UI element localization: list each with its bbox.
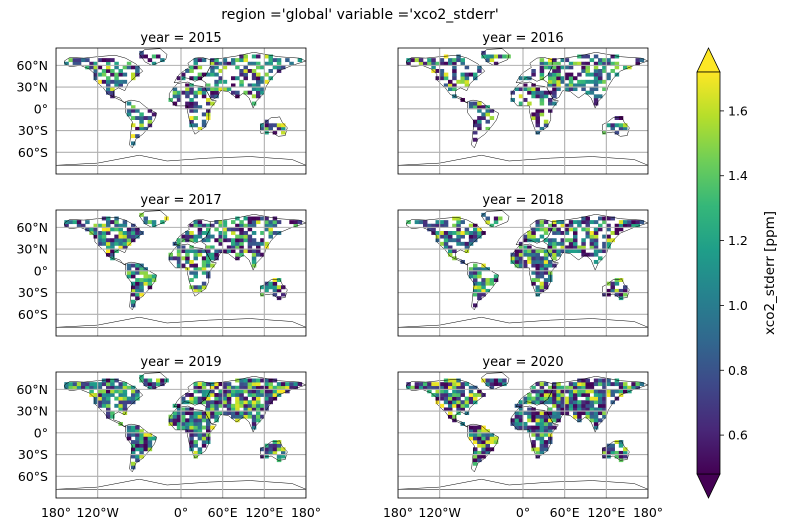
lon-tick-label: 120°W <box>418 505 460 520</box>
gridlines <box>398 372 648 498</box>
panel-frame <box>397 47 649 175</box>
colorbar-tick-label: 0.8 <box>728 363 748 378</box>
lon-tick-label: 120°E <box>245 505 283 520</box>
data-cells <box>406 212 645 308</box>
lat-tick-label: 30°N <box>16 242 48 257</box>
panel-frame <box>55 371 307 499</box>
coastlines <box>398 210 648 328</box>
panel-title: year = 2019 <box>140 355 221 370</box>
coastlines <box>398 48 648 166</box>
lon-tick-label: 60°E <box>208 505 238 520</box>
coastlines <box>56 372 306 490</box>
data-cells <box>64 212 303 308</box>
colorbar-label: xco2_stderr [ppm] <box>762 211 778 335</box>
map-panel: year = 2020 180° 120°W 0° 60°E 120°E 180° <box>383 355 663 520</box>
panel-title: year = 2017 <box>140 193 221 208</box>
data-cells <box>64 374 303 470</box>
lat-tick-label: 60°N <box>16 58 48 73</box>
lat-tick-label: 30°S <box>18 123 48 138</box>
panel-title: year = 2018 <box>482 193 563 208</box>
colorbar-extend-min <box>696 473 721 499</box>
gridlines <box>398 210 648 336</box>
map-panels: year = 2015 60°N 30°N 0° 30°S 60°S year = 2016… <box>16 31 663 520</box>
map-panel: year = 2019 60°N 30°N 0° 30°S 60°S 180° 120°W 0°… <box>16 355 321 520</box>
gridlines <box>56 210 306 336</box>
lon-tick-label: 180° <box>291 505 321 520</box>
lat-tick-label: 60°S <box>18 307 48 322</box>
lat-tick-label: 60°N <box>16 382 48 397</box>
panel-frame <box>55 47 307 175</box>
gridlines <box>56 372 306 498</box>
lat-tick-label: 30°N <box>16 80 48 95</box>
map-panel: year = 2016 <box>397 31 649 175</box>
coastlines <box>398 372 648 490</box>
panel-title: year = 2020 <box>482 355 563 370</box>
colorbar-tick-label: 1.2 <box>728 233 748 248</box>
lat-tick-label: 60°N <box>16 220 48 235</box>
data-cells <box>406 50 645 142</box>
colorbar: 0.6 0.8 1.0 1.2 1.4 1.6 xco2_stderr [ppm] <box>696 47 778 499</box>
lat-tick-label: 0° <box>34 101 48 116</box>
colorbar-gradient <box>696 71 721 475</box>
lat-tick-label: 30°S <box>18 447 48 462</box>
lon-tick-label: 120°E <box>587 505 625 520</box>
map-panel: year = 2017 60°N 30°N 0° 30°S 60°S <box>16 193 307 337</box>
lat-tick-label: 60°S <box>18 469 48 484</box>
panel-title: year = 2016 <box>482 31 563 46</box>
lon-tick-label: 120°W <box>76 505 118 520</box>
coastlines <box>56 48 306 166</box>
colorbar-tick-label: 1.6 <box>728 103 748 118</box>
panel-frame <box>397 209 649 337</box>
lat-tick-label: 0° <box>34 263 48 278</box>
panel-frame <box>397 371 649 499</box>
lon-tick-label: 0° <box>174 505 188 520</box>
lon-tick-label: 0° <box>516 505 530 520</box>
data-cells <box>406 378 645 466</box>
lon-tick-label: 180° <box>633 505 663 520</box>
map-panel: year = 2018 <box>397 193 649 337</box>
colorbar-extend-max <box>696 47 721 73</box>
gridlines <box>56 48 306 174</box>
lat-tick-label: 30°S <box>18 285 48 300</box>
lat-tick-label: 0° <box>34 425 48 440</box>
panel-frame <box>55 209 307 337</box>
lat-tick-label: 30°N <box>16 404 48 419</box>
lat-tick-label: 60°S <box>18 145 48 160</box>
colorbar-tick-label: 1.0 <box>728 298 748 313</box>
coastlines <box>56 210 306 328</box>
lon-tick-label: 60°E <box>550 505 580 520</box>
lon-tick-label: 180° <box>383 505 413 520</box>
data-cells <box>64 50 303 146</box>
lon-tick-label: 180° <box>41 505 71 520</box>
gridlines <box>398 48 648 174</box>
panel-title: year = 2015 <box>140 31 221 46</box>
map-panel: year = 2015 60°N 30°N 0° 30°S 60°S <box>16 31 307 175</box>
colorbar-tick-label: 0.6 <box>728 428 748 443</box>
figure-title: region ='global' variable ='xco2_stderr' <box>221 7 498 23</box>
colorbar-tick-label: 1.4 <box>728 168 748 183</box>
